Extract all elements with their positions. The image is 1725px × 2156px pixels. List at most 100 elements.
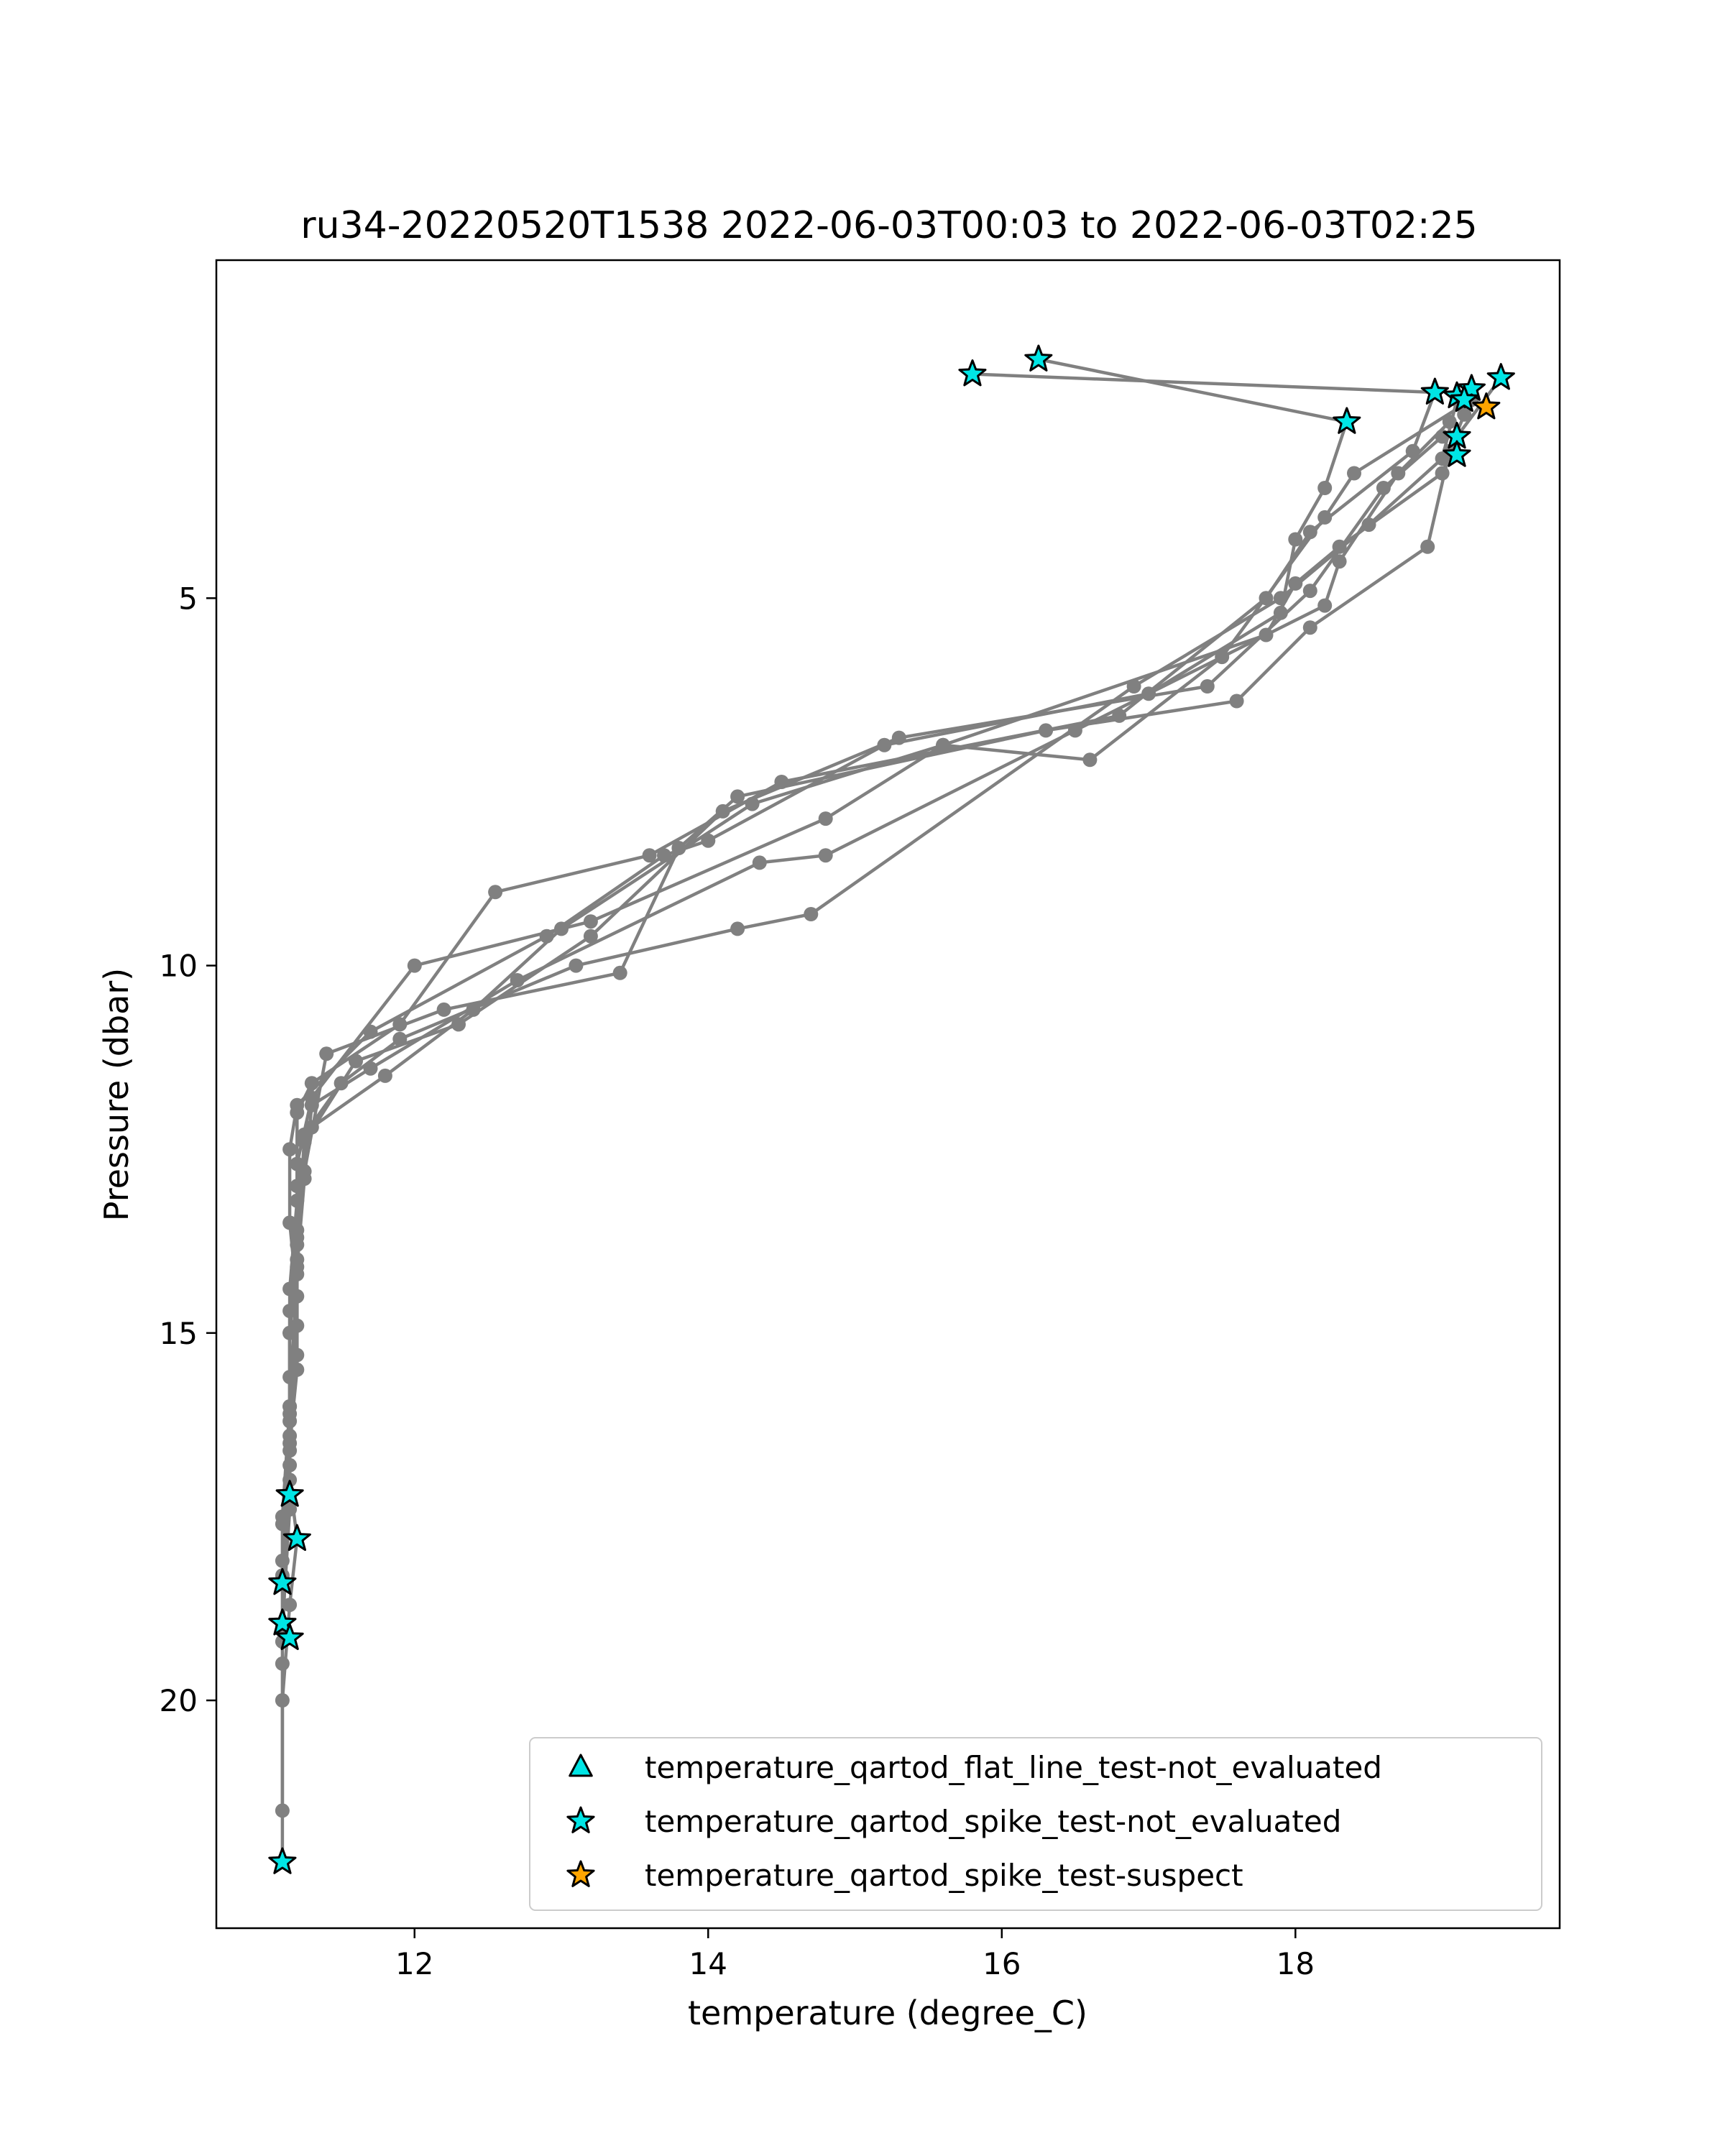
profile-point <box>1442 414 1457 429</box>
x-axis-ticks: 12 14 16 18 <box>395 1928 1315 1981</box>
profile-point <box>1273 591 1288 606</box>
flag-star-marker <box>1024 344 1053 372</box>
profile-point <box>1126 679 1141 694</box>
profile-point <box>282 1443 298 1458</box>
profile-point <box>1317 481 1333 495</box>
y-tick-label: 10 <box>160 949 198 984</box>
profile-point <box>642 848 657 863</box>
profile-point <box>612 965 627 980</box>
profile-point <box>282 1598 298 1613</box>
profile-line <box>280 377 1503 1862</box>
profile-point <box>290 1156 305 1171</box>
flag-star-marker <box>268 1847 297 1874</box>
flag-star-marker <box>275 1623 304 1650</box>
profile-point <box>377 1068 392 1083</box>
y-tick-label: 15 <box>160 1316 198 1351</box>
profile-point <box>1332 554 1347 569</box>
profile-point <box>436 1002 451 1017</box>
profile-line <box>280 399 1459 1517</box>
profile-point <box>1302 525 1317 540</box>
profile-point <box>1082 752 1098 768</box>
profile-point <box>657 848 671 863</box>
profile-point <box>1435 451 1450 466</box>
profile-lines <box>275 352 1509 1869</box>
x-tick-label: 14 <box>689 1946 727 1981</box>
profile-point <box>1457 407 1472 422</box>
flag-star-marker <box>1333 407 1361 434</box>
flag-star-marker <box>268 1608 297 1636</box>
legend-triangle-icon <box>569 1754 593 1777</box>
profile-point <box>569 958 584 973</box>
profile-point <box>407 958 422 973</box>
flag-star-marker <box>1450 384 1478 413</box>
profile-point <box>1067 723 1082 738</box>
profile-point <box>583 914 598 929</box>
profile-line <box>288 420 1451 1451</box>
profile-point <box>818 811 833 826</box>
flag-star-marker <box>1420 377 1449 405</box>
profile-point <box>730 789 745 804</box>
profile-line <box>280 388 1473 1627</box>
profile-point <box>275 1656 290 1671</box>
flag-star-marker <box>275 1480 304 1507</box>
profile-point <box>804 907 819 921</box>
profile-point <box>290 1348 305 1363</box>
flag-star-marker <box>1472 392 1501 420</box>
y-tick-label: 20 <box>160 1683 198 1718</box>
y-axis-ticks: 5 10 15 20 <box>160 581 216 1718</box>
profile-point <box>290 1259 305 1274</box>
profile-point <box>1347 466 1361 481</box>
profile-point <box>297 1171 312 1187</box>
profile-point <box>752 855 767 870</box>
profile-point <box>1302 584 1317 599</box>
profile-point <box>1391 466 1406 481</box>
x-tick-label: 18 <box>1276 1946 1315 1981</box>
profile-point <box>1200 679 1215 694</box>
profile-point <box>275 1553 290 1568</box>
y-tick-label: 5 <box>178 581 198 616</box>
profile-line <box>280 398 1473 1811</box>
legend-box <box>529 1737 1542 1911</box>
profile-point <box>304 1097 319 1112</box>
flag-star-marker <box>268 1567 297 1595</box>
x-tick-label: 12 <box>395 1946 433 1981</box>
flag-star-marker <box>282 1524 311 1551</box>
profile-point <box>715 803 730 819</box>
profile-point <box>730 921 745 936</box>
profile-point <box>510 973 525 987</box>
profile-point <box>818 848 833 863</box>
flag-star-marker <box>958 359 987 387</box>
profile-point <box>1317 510 1333 525</box>
x-axis-label: temperature (degree_C) <box>688 1994 1087 2032</box>
legend-star-icon <box>566 1806 595 1833</box>
profile-point <box>275 1509 290 1524</box>
chart-title: ru34-20220520T1538 2022-06-03T00:03 to 2… <box>300 204 1477 247</box>
profile-point <box>1039 723 1054 738</box>
legend-star-icon <box>566 1860 595 1887</box>
profile-line <box>280 435 1444 1561</box>
plot-area-frame <box>215 259 1561 1930</box>
profile-point <box>1420 539 1435 554</box>
legend-label: temperature_qartod_spike_test-suspect <box>645 1858 1243 1893</box>
legend-label: temperature_qartod_spike_test-not_evalua… <box>645 1804 1341 1839</box>
profile-point <box>319 1046 334 1061</box>
profile-point <box>363 1061 378 1076</box>
legend-label: temperature_qartod_flat_line_test-not_ev… <box>645 1750 1382 1785</box>
profile-point <box>936 737 951 752</box>
x-tick-label: 16 <box>983 1946 1021 1981</box>
profile-point <box>290 1105 305 1120</box>
flag-star-marker <box>1486 363 1515 390</box>
profile-point <box>1229 694 1244 709</box>
y-axis-label: Pressure (dbar) <box>97 968 136 1221</box>
profile-point <box>349 1054 363 1069</box>
legend: temperature_qartod_flat_line_test-not_ev… <box>529 1737 1542 1911</box>
profile-point <box>304 1076 319 1091</box>
flag-markers <box>268 344 1515 1874</box>
profile-point <box>1302 620 1317 635</box>
profile-point <box>701 833 716 848</box>
flag-star-marker <box>1443 440 1471 467</box>
profile-point <box>1288 532 1303 547</box>
profile-point <box>282 1142 298 1157</box>
profile-point <box>451 1017 466 1032</box>
